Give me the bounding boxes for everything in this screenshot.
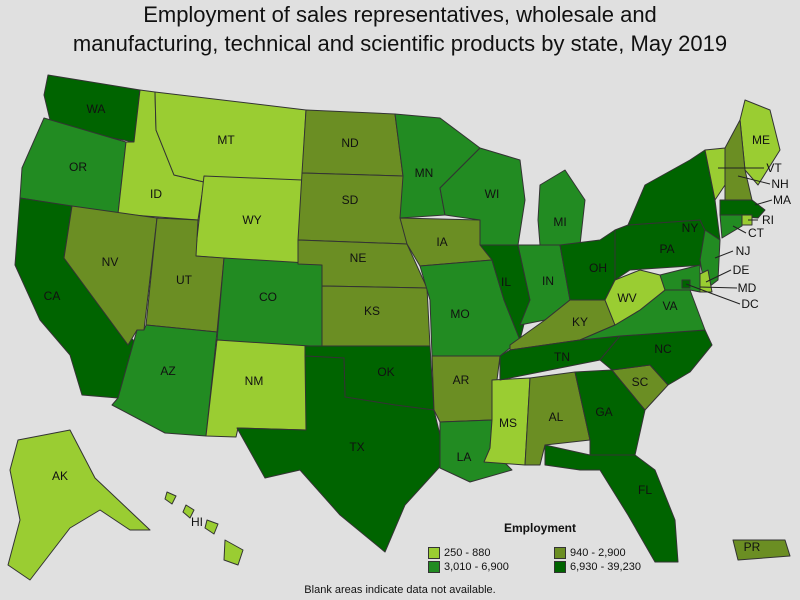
state-label-ma: MA <box>773 193 791 207</box>
state-label-wi: WI <box>485 187 500 201</box>
state-label-oh: OH <box>589 261 607 275</box>
state-sd <box>297 172 408 245</box>
state-label-id: ID <box>150 187 162 201</box>
legend-label-1: 250 - 880 <box>444 547 491 559</box>
state-label-al: AL <box>549 410 564 424</box>
state-ak <box>7 429 151 581</box>
state-nm <box>205 339 311 438</box>
legend-item-1: 250 - 880 <box>428 547 490 559</box>
state-label-or: OR <box>69 160 87 174</box>
state-label-nj: NJ <box>736 244 751 258</box>
leader-line-md <box>699 286 738 289</box>
legend-swatch-1 <box>428 547 440 559</box>
state-label-ut: UT <box>176 273 193 287</box>
state-label-sc: SC <box>632 375 649 389</box>
state-mi <box>537 169 586 246</box>
state-label-dc: DC <box>741 297 759 311</box>
legend-swatch-3 <box>428 561 440 573</box>
legend-label-4: 6,930 - 39,230 <box>570 561 641 573</box>
state-label-ks: KS <box>364 304 380 318</box>
state-label-ri: RI <box>762 213 774 227</box>
state-label-fl: FL <box>638 483 652 497</box>
state-label-nv: NV <box>102 255 119 269</box>
state-label-nh: NH <box>771 177 788 191</box>
state-label-pr: PR <box>744 540 761 554</box>
state-label-mi: MI <box>553 215 566 229</box>
state-pr <box>732 539 791 561</box>
legend-item-4: 6,930 - 39,230 <box>554 561 641 573</box>
legend-swatch-2 <box>554 547 566 559</box>
state-label-mo: MO <box>450 307 469 321</box>
legend: Employment 250 - 880 940 - 2,900 3,010 -… <box>428 521 658 577</box>
state-label-ia: IA <box>436 235 447 249</box>
state-label-ct: CT <box>748 226 765 240</box>
state-label-me: ME <box>752 133 770 147</box>
leader-line-ct <box>732 225 747 234</box>
title-line-2: manufacturing, technical and scientific … <box>72 31 728 56</box>
leader-line-nj <box>714 250 734 259</box>
state-label-tx: TX <box>349 440 364 454</box>
legend-swatch-4 <box>554 561 566 573</box>
state-label-in: IN <box>542 274 554 288</box>
leader-line-dc <box>685 283 741 305</box>
state-label-wv: WV <box>617 291 636 305</box>
state-ct <box>719 214 743 239</box>
state-label-ny: NY <box>682 221 699 235</box>
state-label-mt: MT <box>217 133 235 147</box>
state-label-wy: WY <box>242 213 261 227</box>
state-fl <box>544 444 679 563</box>
state-label-nm: NM <box>245 374 264 388</box>
state-tx <box>236 355 447 553</box>
state-label-ar: AR <box>453 373 470 387</box>
state-label-hi: HI <box>191 515 203 529</box>
state-ar <box>431 355 501 423</box>
state-label-nc: NC <box>654 342 672 356</box>
state-label-co: CO <box>259 290 277 304</box>
state-hi <box>164 491 244 566</box>
state-label-mn: MN <box>415 166 434 180</box>
map-title: Employment of sales representatives, who… <box>0 0 800 58</box>
title-line-1: Employment of sales representatives, who… <box>143 2 657 27</box>
state-ma <box>719 199 766 219</box>
state-label-pa: PA <box>659 242 674 256</box>
state-label-ok: OK <box>377 365 394 379</box>
state-label-la: LA <box>457 450 472 464</box>
state-label-ca: CA <box>44 289 61 303</box>
leader-line-ma <box>754 199 773 206</box>
state-label-vt: VT <box>766 161 782 175</box>
state-label-md: MD <box>738 281 757 295</box>
state-label-az: AZ <box>160 364 175 378</box>
state-label-ga: GA <box>595 405 612 419</box>
state-label-sd: SD <box>342 193 359 207</box>
legend-label-2: 940 - 2,900 <box>570 547 626 559</box>
state-label-ne: NE <box>350 251 367 265</box>
legend-item-3: 3,010 - 6,900 <box>428 561 509 573</box>
legend-title: Employment <box>504 521 577 535</box>
leader-line-nh <box>737 175 771 185</box>
state-label-ak: AK <box>52 469 68 483</box>
state-label-il: IL <box>501 275 511 289</box>
state-label-de: DE <box>733 263 750 277</box>
state-az <box>111 324 218 437</box>
legend-label-3: 3,010 - 6,900 <box>444 561 509 573</box>
state-label-wa: WA <box>87 102 106 116</box>
state-label-va: VA <box>662 299 677 313</box>
state-label-nd: ND <box>341 136 359 150</box>
state-label-ms: MS <box>499 416 517 430</box>
state-md <box>659 264 701 293</box>
state-label-ky: KY <box>572 315 588 329</box>
footnote: Blank areas indicate data not available. <box>304 584 496 596</box>
leader-line-de <box>705 269 732 283</box>
legend-item-2: 940 - 2,900 <box>554 547 626 559</box>
state-label-tn: TN <box>554 350 570 364</box>
